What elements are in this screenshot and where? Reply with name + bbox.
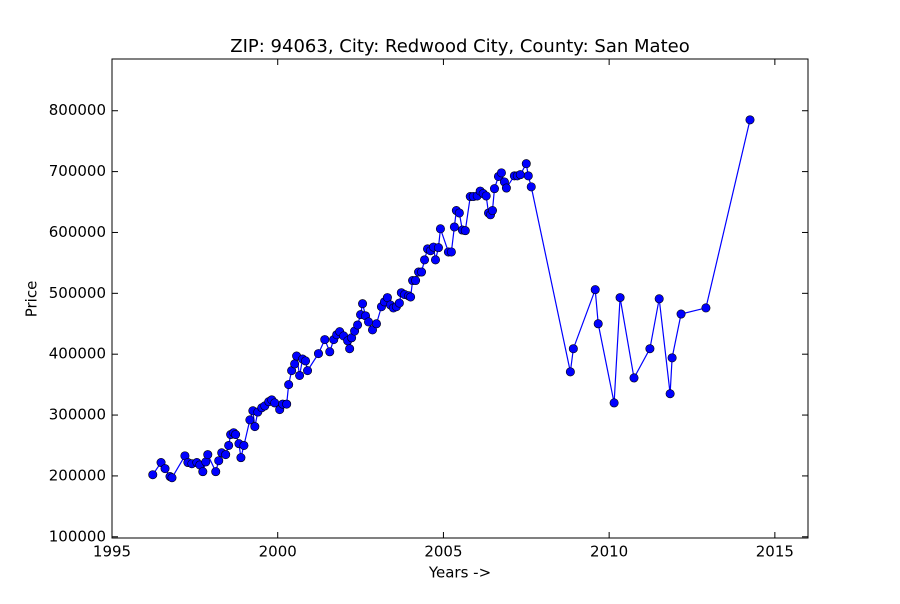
data-point [629, 373, 639, 383]
y-axis-label: Price [23, 281, 41, 318]
data-point [654, 294, 664, 304]
y-tick-label: 200000 [49, 466, 106, 484]
x-tick-label: 2000 [259, 543, 297, 561]
data-point [313, 349, 323, 359]
data-point [449, 222, 459, 232]
data-point [301, 356, 311, 366]
data-point [420, 255, 430, 265]
data-point [284, 380, 294, 390]
data-point [676, 309, 686, 319]
data-point [295, 370, 305, 380]
data-point [211, 467, 221, 477]
data-point [411, 276, 421, 286]
data-point [364, 317, 374, 327]
data-point [345, 344, 355, 354]
data-point [406, 292, 416, 302]
data-point [214, 456, 224, 466]
y-tick-label: 800000 [49, 101, 106, 119]
data-point [645, 344, 655, 354]
data-point [435, 224, 445, 234]
data-point [371, 319, 381, 329]
data-point [358, 299, 368, 309]
data-point [496, 168, 506, 178]
data-point [481, 191, 491, 201]
data-point [615, 293, 625, 303]
data-point [590, 285, 600, 295]
data-point [245, 415, 255, 425]
data-point [701, 303, 711, 313]
data-point [565, 367, 575, 377]
data-point [417, 267, 427, 277]
data-point [523, 171, 533, 181]
data-point [526, 182, 536, 192]
data-point [203, 450, 213, 460]
x-tick-label: 2010 [590, 543, 628, 561]
data-point [250, 422, 260, 432]
x-tick-label: 2005 [424, 543, 462, 561]
data-point [325, 347, 335, 357]
data-point [282, 399, 292, 409]
data-point [460, 226, 470, 236]
x-tick-label: 1995 [93, 543, 131, 561]
data-point [148, 470, 158, 480]
data-point [221, 450, 231, 460]
data-point [521, 159, 531, 169]
data-point [290, 359, 300, 369]
y-tick-label: 500000 [49, 284, 106, 302]
data-point [160, 464, 170, 474]
data-point [593, 319, 603, 329]
data-point [231, 430, 241, 440]
data-point [446, 247, 456, 257]
data-point [433, 243, 443, 253]
chart-title: ZIP: 94063, City: Redwood City, County: … [230, 36, 689, 57]
data-point [224, 440, 234, 450]
y-tick-label: 100000 [49, 527, 106, 545]
data-point [236, 453, 246, 463]
data-point [609, 398, 619, 408]
plot-frame [111, 58, 809, 539]
data-point [515, 170, 525, 180]
data-point [501, 183, 511, 193]
data-point [489, 184, 499, 194]
data-point [745, 115, 755, 125]
y-tick-label: 400000 [49, 345, 106, 363]
x-axis-label: Years -> [428, 564, 491, 582]
data-point [167, 473, 177, 483]
data-point [667, 353, 677, 363]
data-point [568, 344, 578, 354]
data-point [239, 440, 249, 450]
data-point [430, 255, 440, 265]
data-point [303, 366, 313, 376]
data-point [665, 389, 675, 399]
data-point [353, 320, 363, 330]
y-tick-label: 600000 [49, 223, 106, 241]
data-point [454, 208, 464, 218]
y-tick-label: 700000 [49, 162, 106, 180]
x-tick-label: 2015 [756, 543, 794, 561]
data-point [487, 206, 497, 216]
data-point [198, 467, 208, 477]
y-tick-label: 300000 [49, 406, 106, 424]
data-point [394, 298, 404, 308]
data-point [320, 335, 330, 345]
